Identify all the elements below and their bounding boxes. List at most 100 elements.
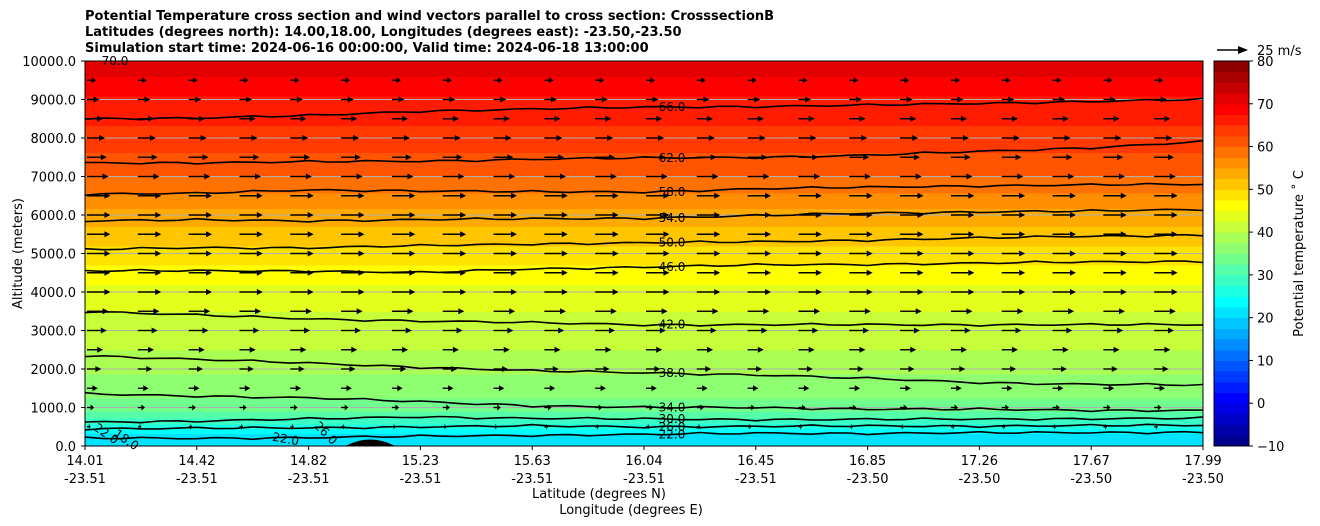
wind-arrow — [188, 423, 193, 430]
wind-arrow — [696, 173, 719, 180]
x-tick-label-lat: 14.42 — [178, 454, 215, 469]
wind-arrow — [900, 173, 922, 180]
theta-band — [85, 337, 1203, 339]
theta-band — [85, 248, 1203, 251]
wind-arrow — [493, 173, 516, 180]
wind-arrow — [544, 77, 554, 84]
wind-arrow — [798, 327, 819, 334]
theta-band — [85, 143, 1203, 146]
theta-band — [85, 264, 1203, 266]
colorbar-segment — [1214, 360, 1249, 372]
wind-arrow — [646, 250, 670, 257]
theta-band — [85, 126, 1203, 129]
wind-arrow — [188, 327, 209, 334]
wind-arrow — [1103, 96, 1116, 103]
wind-arrow — [1052, 212, 1076, 218]
wind-arrow — [188, 366, 204, 372]
theta-band — [85, 303, 1203, 306]
theta-band — [85, 239, 1203, 241]
theta-band — [85, 178, 1203, 180]
wind-arrow — [341, 173, 363, 180]
wind-arrow — [1154, 115, 1171, 122]
wind-arrow — [696, 289, 721, 295]
wind-arrow — [1052, 289, 1076, 295]
theta-band — [85, 393, 1203, 395]
theta-band — [85, 352, 1203, 355]
wind-arrow — [849, 423, 853, 430]
theta-band — [85, 112, 1203, 114]
theta-band — [85, 408, 1203, 411]
x-tick-label-lon: -23.51 — [64, 472, 106, 487]
theta-band — [85, 227, 1203, 230]
theta-band — [85, 136, 1203, 138]
wind-arrow — [544, 289, 568, 295]
wind-arrow — [493, 250, 517, 257]
theta-band — [85, 244, 1203, 247]
wind-arrow — [646, 173, 668, 180]
theta-band — [85, 394, 1203, 397]
theta-band — [85, 369, 1203, 372]
wind-arrow — [137, 173, 160, 180]
contour-line — [84, 430, 1204, 441]
wind-arrow — [544, 212, 568, 218]
theta-band — [85, 439, 1203, 441]
wind-arrow — [900, 231, 924, 238]
theta-band — [85, 133, 1203, 135]
theta-band — [85, 250, 1203, 253]
theta-band — [85, 286, 1203, 288]
colorbar-tick-label: 60 — [1257, 141, 1274, 156]
wind-arrow — [747, 385, 759, 392]
wind-arrow — [1154, 327, 1174, 334]
wind-arrow — [849, 250, 873, 257]
contour-label: 38.0 — [659, 366, 686, 380]
wind-arrow — [188, 115, 205, 122]
wind-arrow — [595, 192, 619, 199]
quiver-key-head — [1238, 46, 1248, 54]
axes: 0.0 1000.0 2000.0 3000.0 4000.0 5000.0 6000.0 7… — [11, 55, 1224, 518]
terrain — [345, 439, 395, 446]
colorbar-segment — [1214, 167, 1249, 180]
wind-arrow — [137, 250, 162, 257]
wind-arrow — [747, 327, 768, 334]
theta-band — [85, 407, 1203, 410]
wind-arrow — [1052, 423, 1057, 430]
wind-arrow — [646, 77, 655, 84]
wind-arrow — [747, 269, 772, 276]
wind-arrow — [900, 346, 917, 353]
wind-arrow — [849, 346, 866, 353]
colorbar-segment — [1214, 157, 1249, 169]
theta-band — [85, 163, 1203, 166]
wind-arrow — [188, 289, 213, 295]
colorbar-segment — [1214, 413, 1249, 426]
wind-arrow — [137, 423, 142, 430]
wind-arrow — [188, 96, 202, 103]
wind-arrow — [1052, 404, 1060, 411]
theta-band — [85, 404, 1203, 407]
colorbar-frame — [1213, 60, 1250, 447]
theta-band — [85, 73, 1203, 76]
wind-arrow — [1103, 385, 1115, 392]
theta-band — [85, 287, 1203, 289]
theta-band — [85, 399, 1203, 402]
theta-band — [85, 117, 1203, 120]
theta-band — [85, 108, 1203, 110]
colorbar-segment — [1214, 178, 1249, 190]
theta-band — [85, 262, 1203, 264]
theta-band — [85, 145, 1203, 148]
theta-band — [85, 177, 1203, 180]
contour-line — [84, 415, 1204, 424]
wind-arrow — [595, 135, 614, 141]
wind-arrow — [290, 385, 302, 392]
quiver-key-label: 25 m/s — [1257, 44, 1302, 59]
theta-band — [85, 236, 1203, 238]
wind-arrow — [87, 327, 107, 334]
terrain-shape — [345, 439, 395, 446]
wind-arrow — [87, 308, 109, 315]
theta-band — [85, 402, 1203, 405]
wind-arrow — [544, 96, 557, 103]
contour-line — [84, 182, 1204, 196]
wind-arrow — [137, 327, 158, 334]
theta-band — [85, 272, 1203, 275]
theta-band — [85, 206, 1203, 208]
wind-arrow — [290, 327, 311, 334]
